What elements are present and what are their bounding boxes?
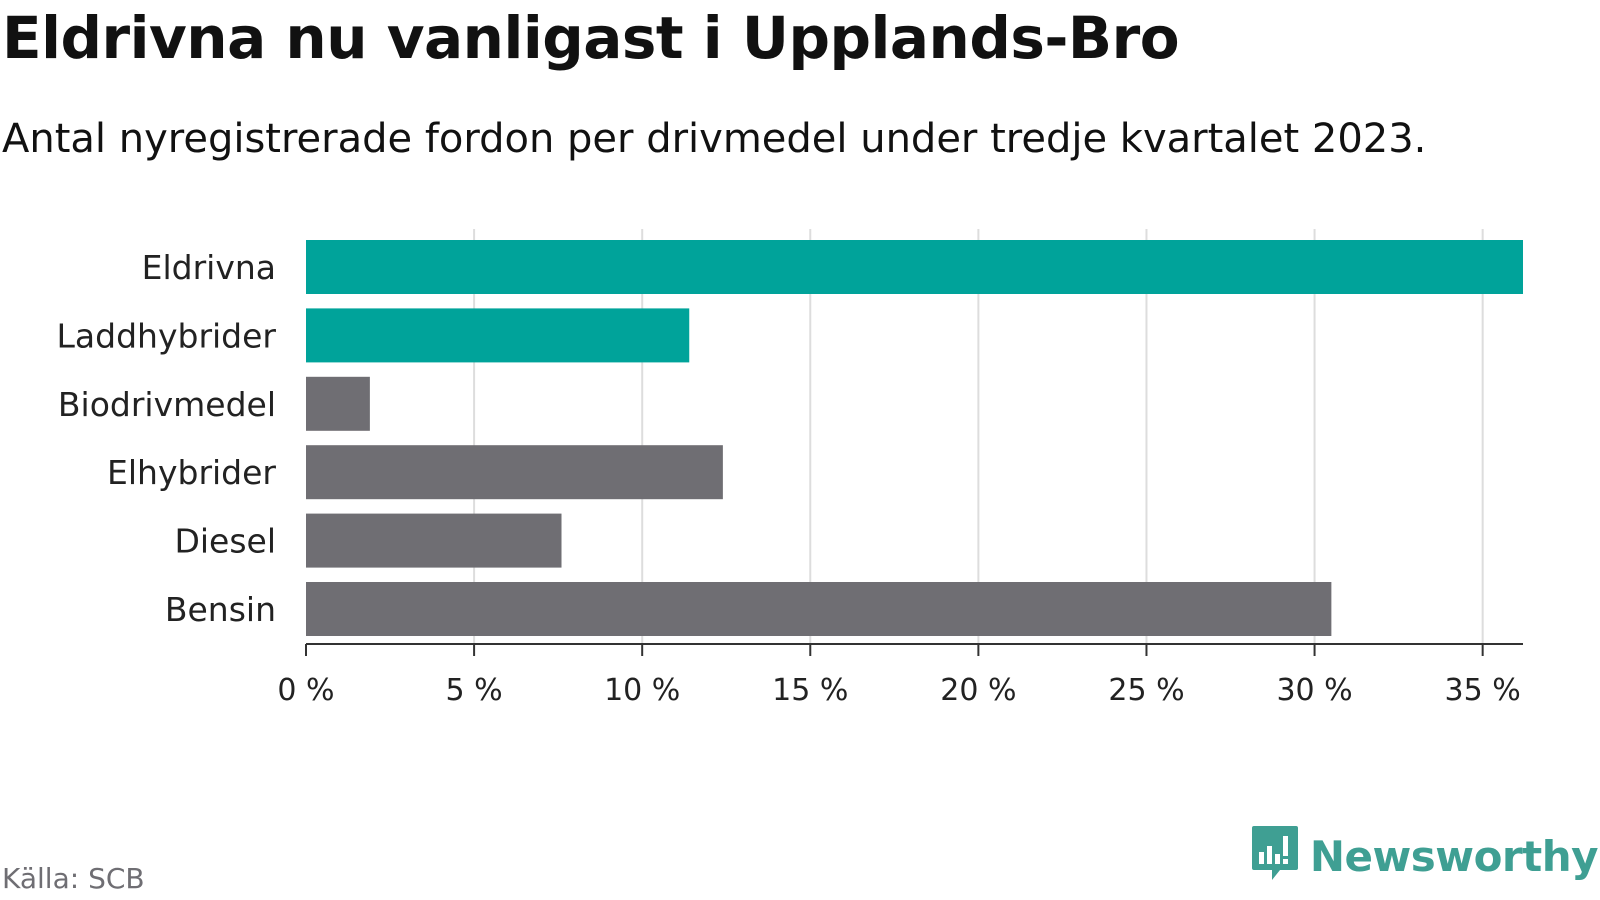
- source-note: Källa: SCB: [2, 862, 145, 895]
- grid-lines: [473, 229, 1484, 644]
- bar-eldrivna: [306, 240, 1523, 294]
- x-tick-label: 35 %: [1445, 673, 1521, 708]
- brand-name: Newsworthy: [1309, 831, 1599, 881]
- newsworthy-logo-icon: [1250, 824, 1300, 888]
- category-label: Bensin: [165, 590, 276, 629]
- category-labels: Eldrivna Laddhybrider Biodrivmedel Elhybrid…: [57, 248, 277, 629]
- bar-bensin: [306, 582, 1332, 636]
- bar-laddhybrider: [306, 308, 690, 363]
- x-tick-label: 15 %: [772, 673, 848, 708]
- category-label: Laddhybrider: [57, 316, 277, 355]
- x-tick-label: 30 %: [1276, 673, 1352, 708]
- chart-subtitle: Antal nyregistrerade fordon per drivmede…: [2, 116, 1427, 162]
- category-label: Biodrivmedel: [58, 385, 276, 424]
- x-tick-label: 10 %: [604, 673, 680, 708]
- x-tick-label: 20 %: [940, 673, 1016, 708]
- x-axis: 0 % 5 % 10 % 15 % 20 % 25 % 30 % 35 %: [277, 643, 1523, 708]
- category-label: Eldrivna: [142, 248, 276, 287]
- x-tick-label: 0 %: [277, 673, 334, 708]
- category-label: Diesel: [174, 522, 276, 561]
- category-label: Elhybrider: [107, 453, 276, 492]
- brand-logo: Newsworthy: [1250, 824, 1599, 888]
- bars: [306, 240, 1523, 636]
- x-tick-label: 5 %: [446, 673, 503, 708]
- x-tick-label: 25 %: [1108, 673, 1184, 708]
- bar-biodrivmedel: [306, 376, 370, 431]
- bar-elhybrider: [306, 445, 723, 500]
- bar-diesel: [306, 513, 562, 568]
- chart-title: Eldrivna nu vanligast i Upplands-Bro: [2, 4, 1180, 72]
